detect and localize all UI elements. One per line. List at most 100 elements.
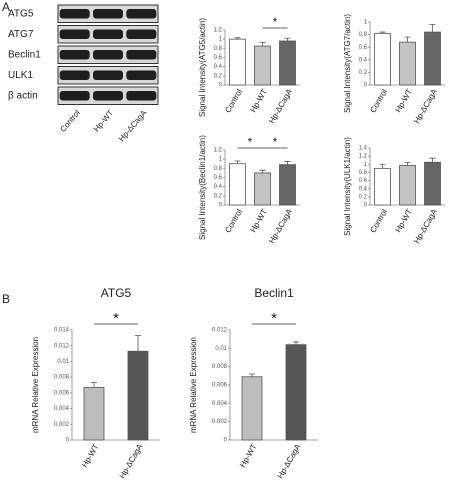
error-bar (404, 162, 411, 166)
x-tick-label: Control (368, 87, 389, 114)
error-bar (379, 163, 386, 169)
y-tick-label: 0 (219, 203, 223, 209)
error-bar (249, 373, 255, 377)
y-tick-label: 1.2 (214, 148, 223, 154)
y-tick-label: 0.6 (214, 175, 223, 181)
error-bar (284, 161, 291, 165)
blot-band (126, 9, 157, 19)
y-tick-label: 1.4 (359, 146, 368, 152)
y-tick-label: 0 (364, 203, 368, 209)
blot-label: β actin (8, 91, 38, 102)
y-tick-label: 0.004 (212, 401, 228, 407)
error-bar (429, 157, 436, 163)
y-tick-label: 1 (219, 157, 223, 163)
x-tick-label: Hp-WT (80, 442, 101, 469)
x-tick-label: Hp-ΔCagA (118, 442, 145, 480)
blot-label: ULK1 (8, 70, 33, 81)
bar (424, 31, 441, 86)
x-tick-label: Hp-WT (249, 207, 270, 234)
blot-band (59, 70, 90, 80)
blot-band (93, 9, 123, 19)
y-tick-label: 0.2 (214, 193, 223, 199)
y-tick-label: 0.2 (359, 70, 368, 76)
significance-label: * (271, 310, 277, 327)
bar (399, 165, 416, 206)
y-tick-label: 1 (364, 162, 368, 168)
bar (399, 41, 416, 86)
bar (241, 376, 263, 441)
error-bar (429, 24, 436, 33)
y-axis-label: Signal Intensity(Beclin1/actin) (198, 135, 207, 240)
y-tick-label: 0.4 (214, 64, 223, 70)
x-tick-label: Hp-WT (249, 87, 270, 114)
blot-band (59, 50, 90, 60)
y-tick-label: 0.008 (54, 375, 70, 381)
bar (374, 32, 391, 86)
blot-band (126, 50, 157, 60)
y-tick-label: 0.6 (214, 55, 223, 61)
y-tick-label: 0 (219, 83, 223, 89)
y-tick-label: 0 (224, 438, 228, 444)
y-tick-label: 0.004 (54, 406, 70, 412)
y-tick-label: 0.012 (54, 343, 70, 349)
y-tick-label: 0.8 (214, 46, 223, 52)
y-tick-label: 0.8 (359, 170, 368, 176)
error-bar (234, 37, 241, 40)
y-tick-label: 0.2 (359, 194, 368, 200)
blot-label: ATG5 (8, 9, 34, 20)
x-tick-label: Hp-WT (238, 442, 259, 469)
y-tick-label: 0.006 (212, 383, 228, 389)
y-tick-label: 0.014 (54, 328, 70, 334)
lane-label: Hp-WT (92, 108, 115, 133)
x-tick-label: Hp-WT (394, 87, 415, 114)
blot-band (93, 91, 123, 101)
blot-band (93, 29, 123, 39)
bar (279, 164, 296, 206)
error-bar (293, 341, 299, 345)
error-bar (135, 335, 141, 352)
y-tick-label: 1 (219, 37, 223, 43)
bar (127, 350, 149, 441)
chart-title: Beclin1 (254, 286, 294, 300)
significance-label: * (273, 135, 278, 149)
y-tick-label: 0.012 (212, 328, 228, 334)
bar (254, 172, 271, 206)
y-tick-label: 0.01 (215, 346, 227, 352)
blot-band (126, 29, 157, 39)
y-tick-label: 0.4 (359, 57, 368, 63)
x-tick-label: Hp-WT (394, 207, 415, 234)
significance-label: * (113, 310, 119, 327)
y-axis-label: Signal Intensity(ATG7/actin) (343, 14, 352, 113)
x-tick-label: Hp-ΔCagA (267, 87, 294, 125)
error-bar (234, 160, 241, 164)
bar (374, 167, 391, 206)
bar (229, 38, 246, 86)
blot-band (59, 9, 90, 19)
x-tick-label: Hp-ΔCagA (412, 87, 439, 125)
y-tick-label: 0 (66, 438, 70, 444)
significance-label: * (248, 135, 253, 149)
y-tick-label: 0.002 (54, 422, 70, 428)
y-tick-label: 0.6 (359, 45, 368, 51)
y-tick-label: 0.01 (57, 359, 69, 365)
y-tick-label: 1 (364, 20, 368, 26)
y-tick-label: 1.2 (214, 28, 223, 34)
error-bar (404, 36, 411, 43)
bar (83, 386, 105, 441)
significance-label: * (273, 15, 278, 29)
error-bar (259, 41, 266, 47)
y-axis-label: Signal Intensity(ATG5/actin) (198, 18, 207, 117)
bar (254, 45, 271, 86)
y-tick-label: 0.008 (212, 364, 228, 370)
bar (424, 161, 441, 206)
y-tick-label: 0.8 (214, 166, 223, 172)
x-tick-label: Hp-ΔCagA (276, 442, 303, 480)
blot-band (59, 29, 90, 39)
y-tick-label: 0.6 (359, 178, 368, 184)
y-axis-label: mRNA Relative Expression (31, 337, 40, 433)
blot-band (126, 70, 157, 80)
y-axis-label: Signal Intensity(ULK1/actin) (343, 137, 352, 236)
x-tick-label: Control (368, 207, 389, 234)
